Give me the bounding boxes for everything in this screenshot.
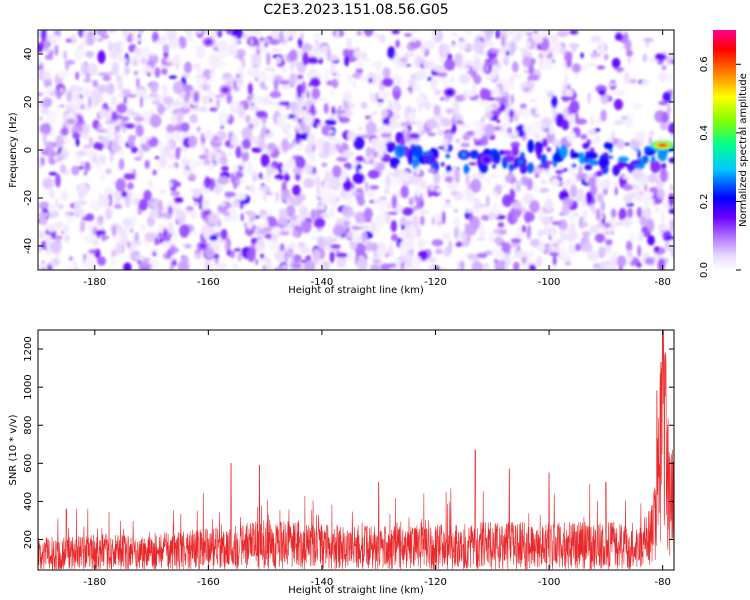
bottom-x-tick-label-4: -100 — [538, 577, 561, 588]
top-x-tick-label-1: -160 — [197, 277, 220, 288]
heatmap-feature-2 — [518, 160, 523, 164]
top-y-tick-label-2: 0 — [23, 147, 34, 153]
snr-frame — [37, 329, 675, 571]
colorbar-tick-label-1: 0.2 — [699, 193, 710, 209]
colorbar-tick-label-0: 0.0 — [699, 262, 710, 278]
bottom-y-axis-label: SNR (10 * v/v) — [8, 414, 19, 485]
top-x-tick-label-3: -120 — [424, 277, 447, 288]
bottom-x-tick-label-5: -80 — [654, 577, 670, 588]
bottom-y-tick-label-5: 1200 — [23, 336, 34, 361]
colorbar-label: Normalized spectral amplitude — [738, 73, 749, 227]
bottom-y-tick-label-0: 200 — [23, 530, 34, 549]
top-y-tick-label-1: -20 — [23, 190, 34, 206]
colorbar-tick-label-3: 0.6 — [699, 56, 710, 72]
colorbar: 0.0 0.2 0.4 0.6 — [699, 30, 741, 278]
heatmap-feature-7 — [223, 88, 228, 92]
top-x-tick-label-0: -180 — [83, 277, 106, 288]
top-x-tick-label-4: -100 — [538, 277, 561, 288]
heatmap-feature-5 — [447, 90, 452, 94]
bottom-x-tick-label-1: -160 — [197, 577, 220, 588]
spectrogram-panel: -180 -160 -140 -120 -100 -80 -40 -20 0 20 40 — [23, 29, 675, 288]
top-y-tick-label-0: -40 — [23, 238, 34, 254]
chart-title: C2E3.2023.151.08.56.G05 — [263, 2, 448, 18]
bottom-y-tick-label-4: 1000 — [23, 374, 34, 399]
bottom-x-tick-label-2: -140 — [311, 577, 334, 588]
heatmap-feature-4 — [484, 158, 489, 162]
bottom-x-axis-label: Height of straight line (km) — [288, 585, 424, 596]
top-x-axis-label: Height of straight line (km) — [288, 285, 424, 296]
heatmap-feature-3 — [428, 158, 432, 162]
bottom-y-tick-label-2: 600 — [23, 454, 34, 473]
snr-series-line — [38, 330, 674, 570]
heatmap-feature-0 — [659, 143, 667, 147]
bottom-x-tick-label-3: -120 — [424, 577, 447, 588]
heatmap-feature-1 — [462, 153, 466, 157]
bottom-y-tick-label-1: 400 — [23, 492, 34, 511]
top-y-axis-label: Frequency (Hz) — [8, 112, 19, 188]
top-y-tick-label-4: 40 — [23, 48, 34, 61]
top-x-tick-label-5: -80 — [654, 277, 670, 288]
bottom-x-tick-label-0: -180 — [83, 577, 106, 588]
heatmap-feature-6 — [206, 40, 211, 44]
snr-panel: -180 -160 -140 -120 -100 -80 200 400 600 800 1000 1… — [23, 329, 675, 588]
top-y-tick-label-3: 20 — [23, 96, 34, 109]
bottom-y-tick-label-3: 800 — [23, 416, 34, 435]
colorbar-gradient — [713, 30, 736, 270]
heatmap-feature-8 — [200, 244, 205, 248]
top-x-tick-label-2: -140 — [311, 277, 334, 288]
colorbar-tick-label-2: 0.4 — [699, 125, 710, 141]
